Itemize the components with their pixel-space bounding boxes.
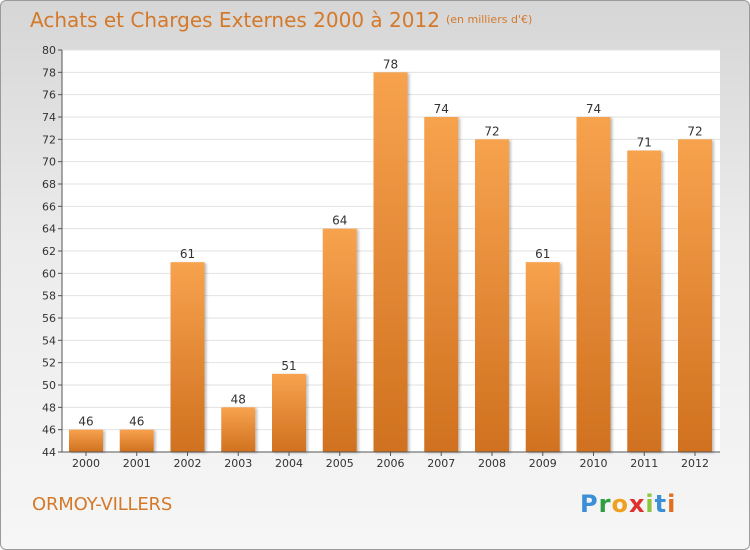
data-label-2011: 71 bbox=[637, 136, 652, 150]
y-tick-label: 50 bbox=[42, 379, 56, 392]
y-tick-label: 76 bbox=[42, 89, 56, 102]
data-label-2010: 74 bbox=[586, 102, 601, 116]
bar-2005 bbox=[322, 228, 357, 452]
y-tick-label: 62 bbox=[42, 245, 56, 258]
y-tick-label: 66 bbox=[42, 200, 56, 213]
x-tick-label-2007: 2007 bbox=[427, 457, 455, 470]
y-tick-label: 72 bbox=[42, 133, 56, 146]
data-label-2004: 51 bbox=[281, 359, 296, 373]
logo-letter: P bbox=[580, 490, 599, 518]
y-tick-label: 44 bbox=[42, 446, 56, 459]
data-label-2009: 61 bbox=[535, 247, 550, 261]
y-axis: 44 46 48 50 52 54 56 58 60 62 64 66 68 70 72 74 76 78 80 bbox=[42, 44, 63, 459]
x-tick-label-2010: 2010 bbox=[580, 457, 608, 470]
x-tick-label-2003: 2003 bbox=[224, 457, 252, 470]
y-tick-label: 60 bbox=[42, 267, 56, 280]
bar-2004 bbox=[272, 373, 306, 452]
bar-2009 bbox=[525, 262, 560, 452]
logo-letter: x bbox=[628, 490, 646, 518]
chart-unit: (en milliers d'€) bbox=[445, 13, 533, 26]
data-label-2002: 61 bbox=[180, 247, 195, 261]
commune-name: ORMOY-VILLERS bbox=[32, 494, 173, 515]
x-tick-label-2008: 2008 bbox=[478, 457, 506, 470]
data-label-2001: 46 bbox=[129, 415, 144, 429]
y-tick-label: 48 bbox=[42, 401, 56, 414]
data-label-2006: 78 bbox=[383, 57, 398, 71]
y-tick-label: 54 bbox=[42, 334, 56, 347]
data-label-2000: 46 bbox=[78, 415, 93, 429]
x-tick-label-2006: 2006 bbox=[377, 457, 405, 470]
bar-2000 bbox=[69, 429, 103, 452]
bars-group: 46 46 61 48 51 64 78 74 72 61 74 71 72 bbox=[69, 57, 712, 453]
bar-2010 bbox=[576, 117, 611, 452]
logo-letter: t bbox=[654, 490, 668, 518]
data-label-2007: 74 bbox=[434, 102, 449, 116]
chart-title-text: Achats et Charges Externes 2000 à 2012 bbox=[30, 8, 440, 32]
chart-title: Achats et Charges Externes 2000 à 2012 (e… bbox=[30, 8, 532, 32]
y-tick-label: 74 bbox=[42, 111, 56, 124]
y-tick-label: 68 bbox=[42, 178, 56, 191]
data-label-2003: 48 bbox=[231, 392, 246, 406]
y-tick-label: 46 bbox=[42, 424, 56, 437]
bar-2002 bbox=[170, 262, 205, 452]
bar-2012 bbox=[678, 139, 712, 453]
bar-2007 bbox=[424, 117, 459, 452]
y-tick-label: 64 bbox=[42, 223, 56, 236]
bar-2011 bbox=[627, 150, 662, 452]
logo-letter: i bbox=[645, 490, 655, 518]
x-tick-label-2000: 2000 bbox=[72, 457, 100, 470]
y-tick-label: 58 bbox=[42, 290, 56, 303]
x-tick-label-2002: 2002 bbox=[174, 457, 202, 470]
x-tick-label-2012: 2012 bbox=[681, 457, 709, 470]
bar-2003 bbox=[221, 407, 256, 452]
y-tick-label: 78 bbox=[42, 66, 56, 79]
bar-2008 bbox=[475, 139, 509, 453]
y-tick-label: 80 bbox=[42, 44, 56, 57]
y-tick-label: 56 bbox=[42, 312, 56, 325]
x-axis: 2000 2001 2002 2003 2004 2005 2006 2007 2008 2009… bbox=[62, 451, 720, 470]
proxiti-logo: Proxiti bbox=[580, 490, 676, 518]
x-tick-label-2009: 2009 bbox=[529, 457, 557, 470]
logo-letter: i bbox=[667, 490, 677, 518]
logo-letter: o bbox=[611, 490, 629, 518]
y-tick-label: 70 bbox=[42, 156, 56, 169]
logo-letter: r bbox=[598, 490, 612, 518]
bar-2001 bbox=[119, 429, 154, 452]
x-tick-label-2005: 2005 bbox=[326, 457, 354, 470]
data-label-2008: 72 bbox=[484, 124, 499, 138]
bar-2006 bbox=[373, 72, 408, 452]
x-tick-label-2001: 2001 bbox=[123, 457, 151, 470]
x-tick-label-2004: 2004 bbox=[275, 457, 303, 470]
data-label-2005: 64 bbox=[332, 214, 347, 228]
x-tick-label-2011: 2011 bbox=[630, 457, 658, 470]
y-tick-label: 52 bbox=[42, 357, 56, 370]
data-label-2012: 72 bbox=[687, 124, 702, 138]
